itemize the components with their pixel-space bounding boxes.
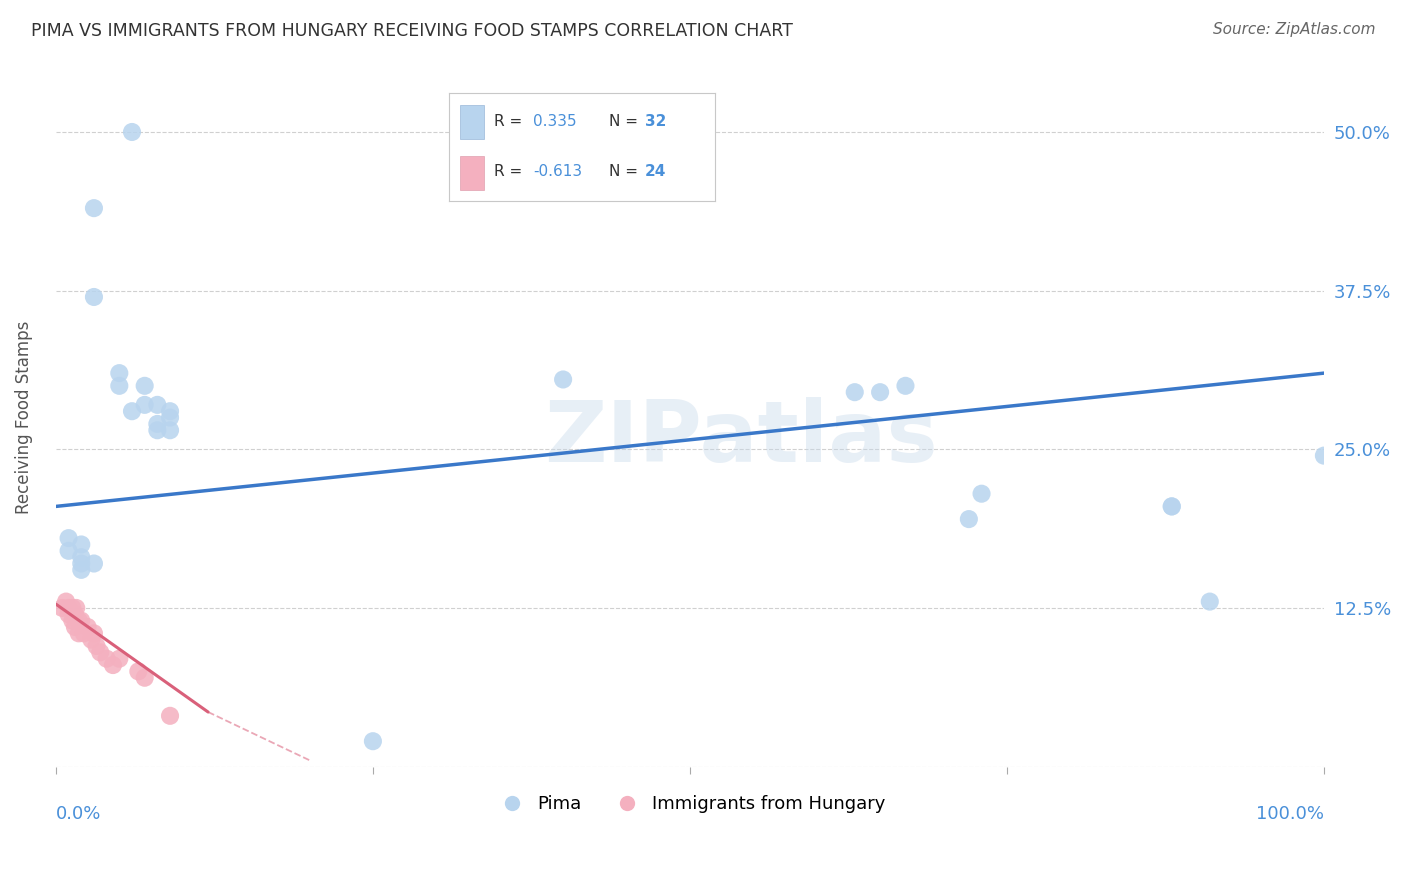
Point [70, 557, 93, 571]
Point [63, 607, 86, 622]
Legend: Pima, Immigrants from Hungary: Pima, Immigrants from Hungary [486, 788, 893, 821]
Point [60, 614, 83, 628]
Point [51, 601, 73, 615]
Point [67, 614, 90, 628]
Point [70, 614, 93, 628]
Point [58, 601, 80, 615]
Point [58, 544, 80, 558]
Point [83, 201, 105, 215]
Point [134, 671, 156, 685]
Point [96, 651, 118, 665]
Text: Source: ZipAtlas.com: Source: ZipAtlas.com [1212, 22, 1375, 37]
Point [70, 563, 93, 577]
Point [121, 404, 143, 418]
Point [65, 601, 87, 615]
Point [894, 379, 917, 393]
Point [76, 620, 98, 634]
Point [67, 626, 90, 640]
Point [159, 708, 181, 723]
Point [553, 372, 575, 386]
Point [159, 404, 181, 418]
Point [146, 423, 169, 437]
Point [121, 125, 143, 139]
Point [73, 626, 96, 640]
Point [361, 734, 384, 748]
Point [869, 385, 891, 400]
Point [55, 594, 77, 608]
Point [108, 379, 131, 393]
Point [89, 645, 111, 659]
Point [1198, 594, 1220, 608]
Text: ZIPatlas: ZIPatlas [544, 397, 938, 480]
Point [127, 665, 149, 679]
Point [86, 639, 108, 653]
Text: 100.0%: 100.0% [1256, 805, 1324, 823]
Text: PIMA VS IMMIGRANTS FROM HUNGARY RECEIVING FOOD STAMPS CORRELATION CHART: PIMA VS IMMIGRANTS FROM HUNGARY RECEIVIN… [31, 22, 793, 40]
Point [83, 290, 105, 304]
Point [146, 417, 169, 431]
Point [108, 651, 131, 665]
Point [60, 601, 83, 615]
Point [58, 607, 80, 622]
Point [83, 557, 105, 571]
Point [58, 531, 80, 545]
Point [159, 423, 181, 437]
Point [83, 626, 105, 640]
Point [1160, 500, 1182, 514]
Point [146, 398, 169, 412]
Point [101, 658, 124, 673]
Point [159, 410, 181, 425]
Point [1313, 449, 1336, 463]
Point [70, 550, 93, 565]
Text: 0.0%: 0.0% [56, 805, 101, 823]
Point [1160, 500, 1182, 514]
Point [134, 398, 156, 412]
Point [108, 366, 131, 380]
Point [957, 512, 980, 526]
Point [63, 620, 86, 634]
Y-axis label: Receiving Food Stamps: Receiving Food Stamps [15, 321, 32, 515]
Point [134, 379, 156, 393]
Point [70, 537, 93, 551]
Point [970, 486, 993, 500]
Point [80, 632, 103, 647]
Point [844, 385, 866, 400]
